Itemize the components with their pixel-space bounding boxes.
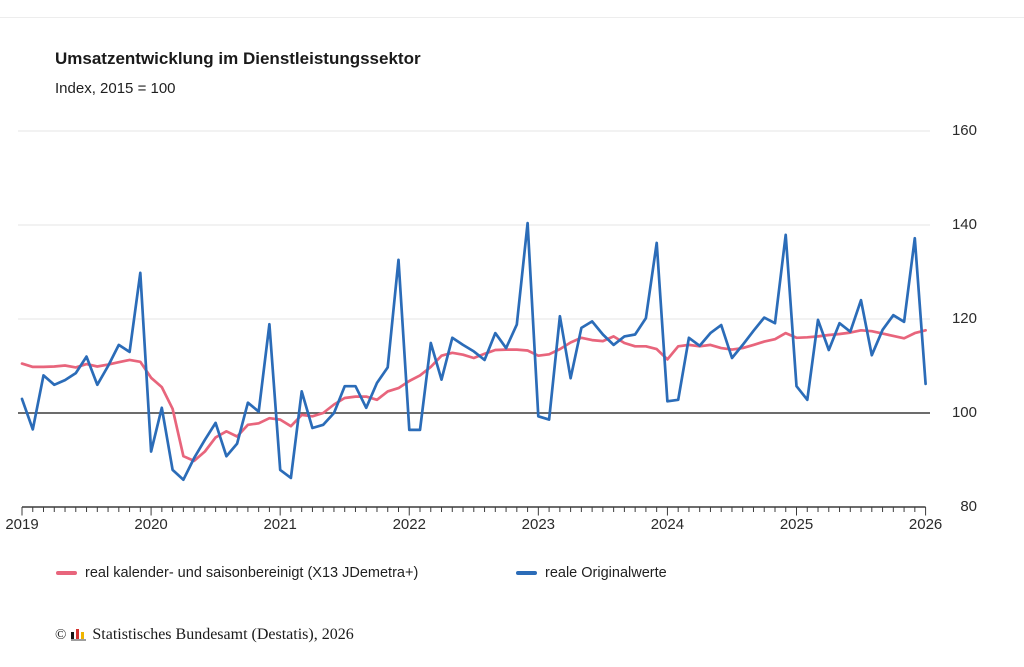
legend-label-saisonbereinigt: real kalender- und saisonbereinigt (X13 … [85,565,419,581]
chart-title: Umsatzentwicklung im Dienstleistungssekt… [55,49,421,68]
legend-swatch-blue-icon [516,571,537,575]
y-axis-tick-label: 140 [951,216,977,233]
y-axis-tick-label: 160 [951,122,977,139]
logo-bar-red [76,628,80,639]
logo-baseline [71,639,87,641]
y-axis-tick-label: 100 [951,404,977,421]
x-axis-tick-label: 2020 [134,516,168,533]
y-axis-tick-label: 80 [960,498,977,515]
chart-legend: real kalender- und saisonbereinigt (X13 … [0,562,1024,584]
x-axis-tick-label: 2021 [263,516,297,533]
x-axis-tick-label: 2023 [521,516,556,533]
chart-subtitle: Index, 2015 = 100 [55,80,176,97]
x-axis-tick-label: 2019 [5,516,39,533]
series-line-originalwerte [20,221,927,482]
series-line-saisonbereinigt [20,328,927,463]
legend-label-originalwerte: reale Originalwerte [545,565,667,581]
destatis-bar-chart-icon [71,628,87,642]
x-axis-tick-label: 2022 [392,516,426,533]
top-divider [0,17,1024,18]
legend-item-saisonbereinigt: real kalender- und saisonbereinigt (X13 … [56,562,418,584]
copyright-symbol: © [55,626,67,643]
logo-bar-black [71,631,75,639]
x-axis-tick-label: 2025 [779,516,814,533]
x-axis-tick-label: 2026 [908,516,943,533]
source-text: Statistisches Bundesamt (Destatis), 2026 [92,626,354,643]
source-attribution: © Statistisches Bundesamt (Destatis), 20… [55,625,354,645]
y-axis-tick-label: 120 [951,310,977,327]
legend-item-originalwerte: reale Originalwerte [516,562,667,584]
logo-bar-gold [81,632,85,639]
legend-swatch-red-icon [56,571,77,575]
x-axis-tick-label: 2024 [650,516,685,533]
